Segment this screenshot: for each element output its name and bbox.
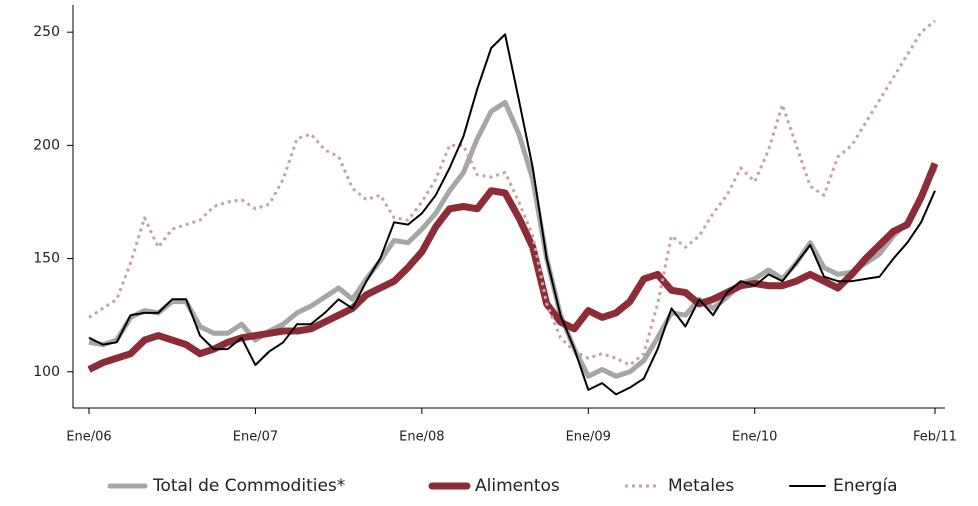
legend-label: Energía: [833, 476, 898, 496]
x-tick-label: Ene/06: [66, 430, 111, 445]
x-tick-label: Ene/07: [233, 430, 278, 445]
series-line: [88, 33, 936, 396]
x-tick-label: Ene/08: [399, 430, 444, 445]
legend-label: Alimentos: [475, 476, 560, 496]
y-tick-label: 150: [33, 251, 60, 267]
x-tick-label: Ene/10: [732, 430, 777, 445]
legend-label: Total de Commodities*: [152, 476, 345, 496]
series-line: [87, 162, 939, 373]
y-tick-label: 250: [33, 24, 60, 40]
x-tick-label: Ene/09: [566, 430, 611, 445]
y-tick-label: 100: [33, 364, 60, 380]
y-tick-label: 200: [33, 137, 60, 153]
legend-label: Metales: [668, 476, 734, 496]
x-tick-label: Feb/11: [913, 430, 957, 445]
series-line: [88, 99, 938, 379]
series-line: [88, 19, 936, 367]
